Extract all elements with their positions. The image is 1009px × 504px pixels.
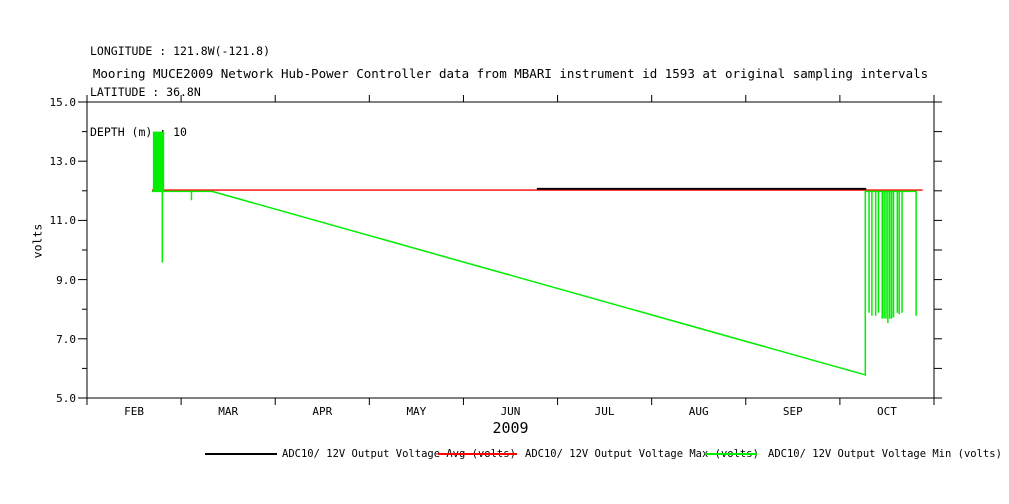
- min-series-burst-block: [152, 131, 165, 191]
- chart-title: Mooring MUCE2009 Network Hub-Power Contr…: [92, 66, 929, 81]
- month-label: OCT: [877, 405, 897, 418]
- legend-label-min: ADC10/ 12V Output Voltage Min (volts): [768, 448, 1002, 460]
- legend-line-avg: [205, 453, 277, 455]
- y-tick-label: 11.0: [49, 214, 77, 228]
- month-label: JUL: [594, 405, 615, 418]
- month-label: FEB: [124, 405, 144, 418]
- longitude-text: LONGITUDE : 121.8W(-121.8): [90, 44, 271, 58]
- y-tick-label: 7.0: [56, 332, 76, 346]
- latitude-text: LATITUDE : 36.8N: [90, 84, 201, 99]
- month-label: JUN: [500, 405, 521, 418]
- month-label: SEP: [782, 405, 803, 418]
- month-label: MAR: [218, 405, 239, 418]
- series-line-min: [151, 190, 917, 376]
- location-header: LONGITUDE : 121.8W(-121.8) LATITUDE : 36…: [90, 18, 270, 167]
- month-label: APR: [312, 405, 333, 418]
- x-axis-year-label: 2009: [492, 419, 529, 437]
- y-tick-label: 5.0: [56, 392, 76, 405]
- y-tick-label: 9.0: [56, 273, 76, 287]
- legend-line-max: [438, 453, 517, 455]
- y-tick-label: 13.0: [49, 155, 77, 169]
- legend-line-min: [705, 453, 757, 455]
- month-label: MAY: [406, 405, 427, 418]
- y-tick-label: 15.0: [49, 96, 77, 109]
- month-label: AUG: [688, 405, 709, 418]
